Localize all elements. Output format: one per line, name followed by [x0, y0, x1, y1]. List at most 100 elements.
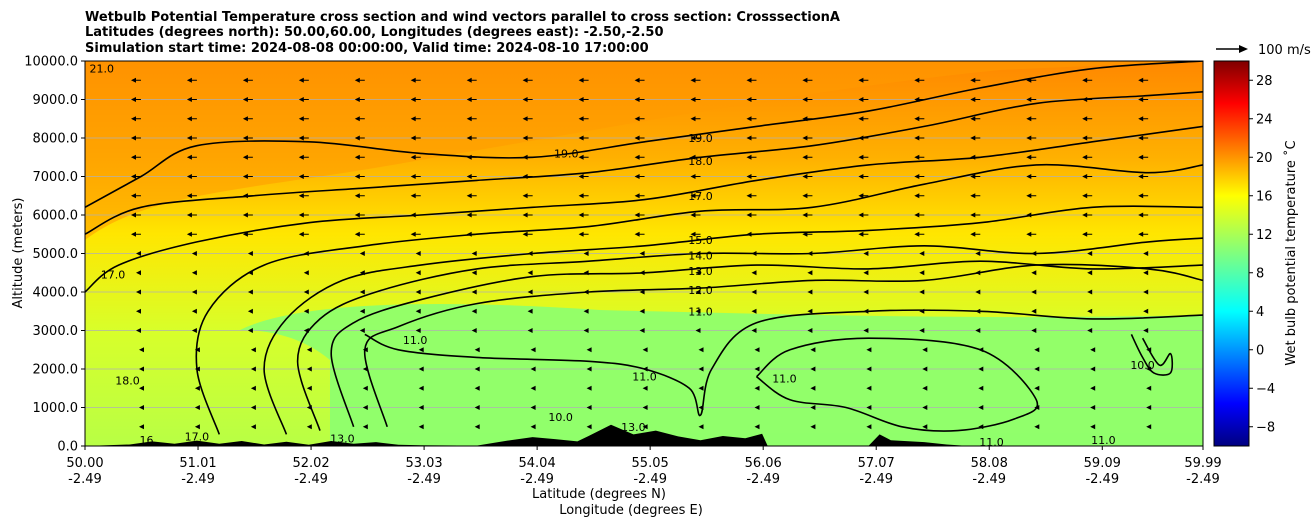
x-axis-ticks: 50.00-2.4951.01-2.4952.02-2.4953.03-2.49…: [66, 446, 1222, 487]
contour-label: 18.0: [688, 155, 713, 168]
wind-arrowhead: [191, 328, 197, 333]
wind-arrowhead: [746, 135, 752, 141]
wind-arrowhead: [807, 289, 813, 295]
wind-arrowhead: [583, 328, 589, 333]
wind-arrowhead: [586, 366, 592, 372]
wind-arrowhead: [914, 212, 920, 218]
wind-arrowhead: [474, 424, 480, 430]
wind-arrowhead: [642, 424, 648, 430]
wind-arrowhead: [131, 193, 136, 199]
contour-line: [263, 205, 1203, 435]
quiver-key-arrowhead: [1239, 45, 1248, 53]
wind-arrowhead: [250, 347, 256, 353]
wind-arrowhead: [1090, 347, 1096, 353]
wind-arrowhead: [802, 116, 808, 122]
y-tick-label: 5000.0: [33, 247, 79, 262]
wind-arrowhead: [578, 97, 584, 102]
wind-arrowhead: [751, 308, 757, 314]
wind-arrowhead: [530, 347, 536, 353]
wind-arrowhead: [1031, 251, 1037, 256]
wind-arrowhead: [250, 424, 256, 430]
wind-arrowhead: [354, 135, 360, 141]
wind-arrowhead: [858, 154, 864, 160]
y-axis-ticks: 0.0 1000.0 2000.0 3000.0 4000.0 5000.0 6000.0 7…: [24, 55, 85, 455]
wind-arrowhead: [354, 193, 360, 199]
x-axis-label-latitude: Latitude (degrees N): [532, 487, 666, 502]
wind-arrowhead: [690, 231, 696, 237]
wind-arrowhead: [466, 135, 472, 141]
wind-arrowhead: [530, 385, 536, 391]
wind-arrowhead: [1138, 154, 1144, 160]
wind-arrowhead: [1034, 424, 1040, 430]
wind-arrowhead: [866, 347, 872, 353]
wind-arrowhead: [975, 270, 981, 276]
wind-arrowhead: [139, 405, 144, 410]
wind-arrowhead: [802, 193, 808, 199]
contour-line: [364, 309, 1203, 417]
contour-line: [85, 91, 1203, 235]
x-tick-label-lon: -2.49: [972, 472, 1006, 487]
wind-arrowhead: [751, 251, 757, 256]
contour-label: 13.0: [621, 421, 646, 434]
wind-arrowhead: [359, 289, 365, 295]
wind-arrowhead: [1143, 270, 1149, 276]
wind-arrowhead: [1138, 212, 1144, 218]
colorbar-tick-label: 28: [1256, 74, 1273, 89]
wind-arrowhead: [634, 174, 640, 179]
wind-arrowhead: [242, 135, 248, 141]
wind-arrowhead: [298, 135, 304, 141]
wind-arrowhead: [418, 366, 424, 372]
wind-arrowhead: [466, 77, 472, 83]
wind-arrowhead: [914, 77, 920, 83]
wind-arrowhead: [1031, 270, 1037, 276]
wind-arrowhead: [695, 308, 701, 314]
colorbar-tick-label: 24: [1256, 112, 1273, 127]
wind-arrowhead: [639, 251, 645, 256]
wind-arrowhead: [131, 231, 136, 237]
wind-arrowhead: [191, 289, 197, 295]
wind-arrowhead: [410, 231, 416, 237]
wind-arrowhead: [858, 231, 864, 237]
wind-arrowhead: [858, 97, 864, 102]
wind-arrowhead: [242, 212, 248, 218]
wind-arrowhead: [970, 135, 976, 141]
wind-arrowhead: [1138, 116, 1144, 122]
wind-arrowhead: [362, 347, 368, 353]
warm-air-shading: [85, 61, 1203, 240]
colorbar-gradient: [1213, 60, 1250, 447]
x-tick-label-lon: -2.49: [407, 472, 441, 487]
wind-arrowhead: [471, 328, 477, 333]
y-tick-label: 1000.0: [33, 401, 79, 416]
wind-arrowhead: [1146, 347, 1152, 353]
wind-arrowhead: [131, 174, 136, 179]
wind-arrowhead: [754, 405, 760, 410]
wind-arrowhead: [354, 212, 360, 218]
contour-lines: [85, 61, 1203, 435]
wind-arrowhead: [970, 212, 976, 218]
title-line-1: Wetbulb Potential Temperature cross sect…: [85, 10, 840, 25]
wind-arrowhead: [522, 154, 528, 160]
wind-arrowhead: [1031, 308, 1037, 314]
wind-arrowhead: [466, 154, 472, 160]
wind-arrowhead: [695, 251, 701, 256]
contour-label: 19.0: [688, 132, 713, 145]
colorbar-tick-label: 16: [1256, 189, 1273, 204]
wind-arrowhead: [1138, 193, 1144, 199]
wind-arrowhead: [586, 405, 592, 410]
wind-arrowhead: [698, 366, 704, 372]
wind-arrowhead: [914, 135, 920, 141]
wind-arrowhead: [698, 385, 704, 391]
wind-arrowhead: [634, 231, 640, 237]
wind-arrowhead: [690, 97, 696, 102]
wind-arrowhead: [466, 193, 472, 199]
wind-arrowhead: [362, 405, 368, 410]
wind-arrowhead: [418, 385, 424, 391]
contour-labels: 19.0 19.0 18.0 17.0 15.0 14.0 13.0 12.0 11.0 11.0…: [90, 63, 1155, 446]
wind-arrowhead: [139, 385, 144, 391]
wind-arrowhead: [298, 193, 304, 199]
wind-arrowhead: [690, 77, 696, 83]
wind-arrowhead: [746, 212, 752, 218]
wind-arrowhead: [191, 251, 197, 256]
wind-arrowhead: [639, 328, 645, 333]
wind-arrowhead: [1026, 231, 1032, 237]
